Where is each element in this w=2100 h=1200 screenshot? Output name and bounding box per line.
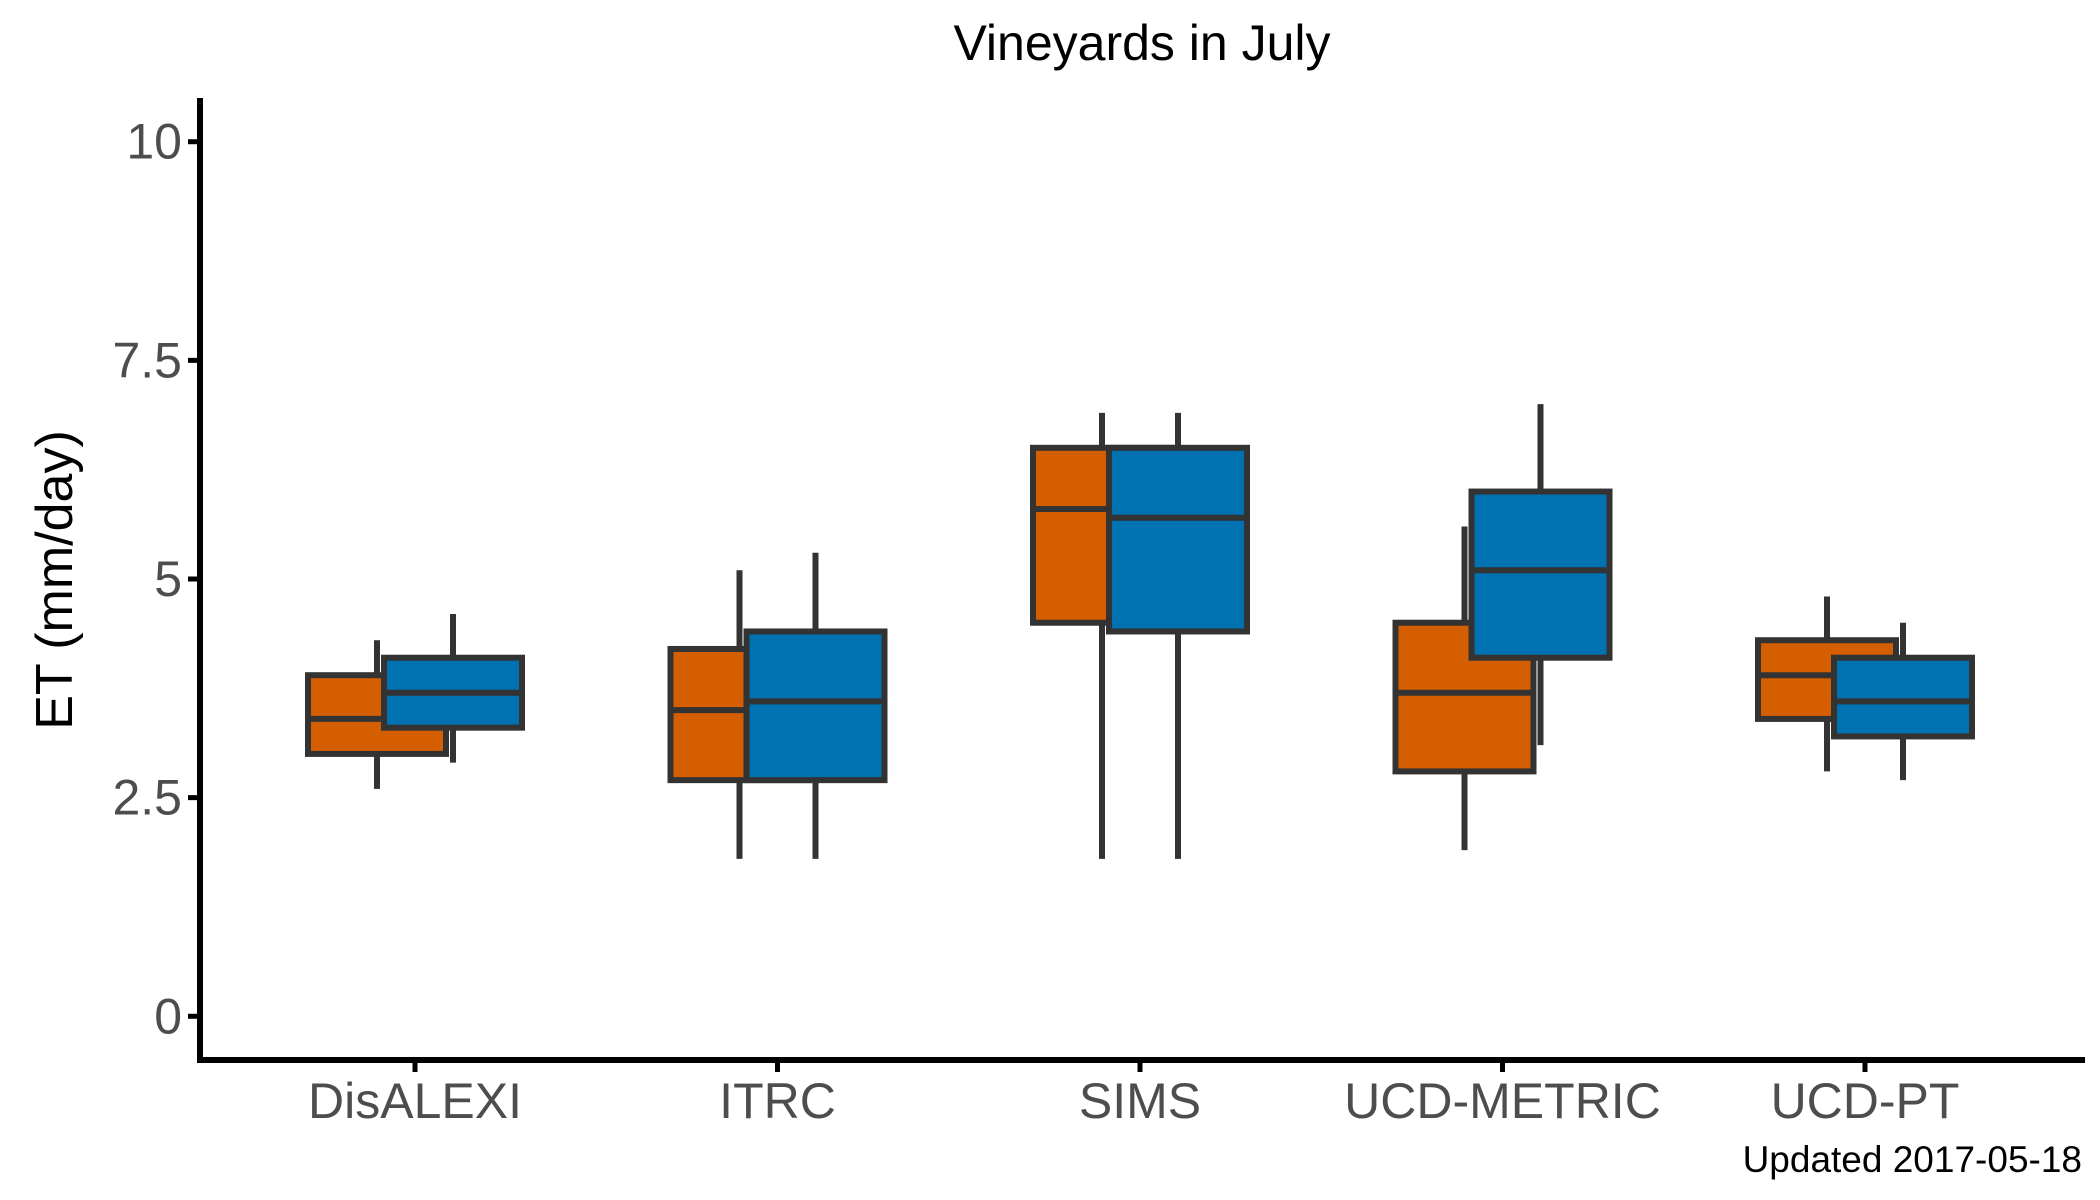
box-disalexi-series-2: [381, 613, 525, 763]
y-tick-label: 7.5: [112, 332, 182, 388]
box-itrc-series-2: [743, 552, 888, 859]
x-tick-label: UCD-METRIC: [1344, 1073, 1661, 1129]
x-tick-label: SIMS: [1079, 1073, 1201, 1129]
y-axis-label: ET (mm/day): [26, 430, 84, 730]
x-tick-label: UCD-PT: [1771, 1073, 1960, 1129]
iqr-box: [743, 628, 888, 784]
chart-caption: Updated 2017-05-18: [1743, 1139, 2082, 1180]
box-ucd-metric-series-2: [1468, 404, 1613, 746]
x-tick-label: DisALEXI: [308, 1073, 522, 1129]
x-tick-label: ITRC: [719, 1073, 836, 1129]
y-tick-label: 10: [126, 114, 182, 170]
iqr-box: [1106, 444, 1250, 635]
box-sims-series-2: [1106, 412, 1250, 859]
y-tick-label: 0: [154, 988, 182, 1044]
iqr-box: [1831, 654, 1975, 740]
chart-title: Vineyards in July: [953, 15, 1330, 71]
y-tick-label: 5: [154, 551, 182, 607]
box-disalexi-series-1: [305, 640, 449, 789]
box-ucd-pt-series-2: [1831, 622, 1975, 781]
y-tick-label: 2.5: [112, 770, 182, 826]
iqr-box: [1468, 488, 1613, 661]
plot-area: 0 2.5 5 7.5 10 DisALEXI ITRC SIMS UCD-METRIC UCD-…: [112, 114, 1975, 1129]
